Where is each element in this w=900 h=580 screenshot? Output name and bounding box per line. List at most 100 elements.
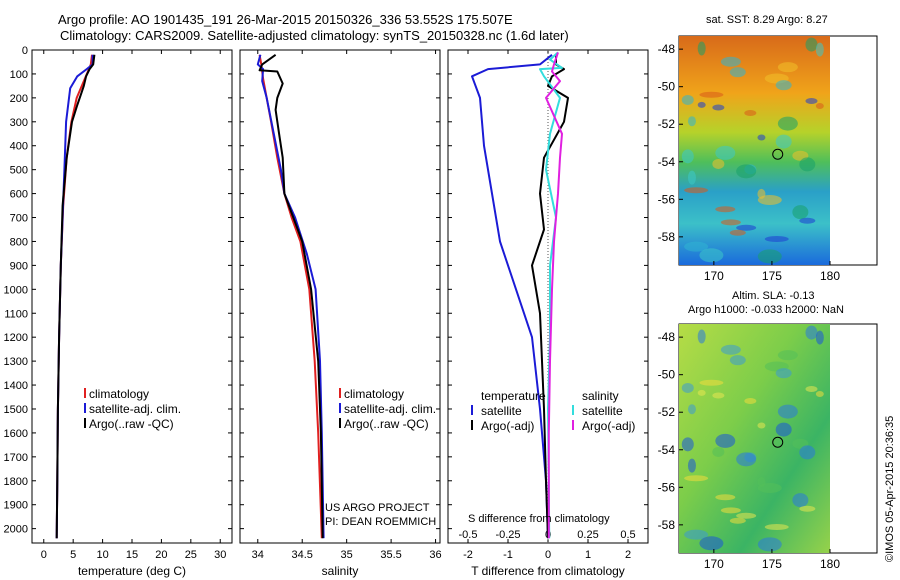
y-tick-label: 100 xyxy=(10,69,28,81)
map-patch xyxy=(715,433,736,448)
x-tick-label: 10 xyxy=(96,549,108,561)
map-patch xyxy=(720,344,741,355)
y-tick-label: -58 xyxy=(658,518,676,532)
series-line-0 xyxy=(471,54,553,539)
map-patch xyxy=(792,205,809,220)
x-tick-label: 5 xyxy=(70,549,76,561)
legend-label: satellite xyxy=(481,404,522,418)
map-patch xyxy=(736,164,757,179)
y-tick-label: -58 xyxy=(658,230,676,244)
profile-panel-0: 0 5 10 15 20 25 300100200300400500600700800900… xyxy=(4,45,233,578)
map-patch xyxy=(757,134,766,141)
map-patch xyxy=(681,437,694,452)
x-axis-label: T difference from climatology xyxy=(471,564,625,578)
x-tick-label: 180 xyxy=(820,269,840,283)
sst-map-title: sat. SST: 8.29 Argo: 8.27 xyxy=(706,14,828,26)
map-patch xyxy=(684,475,709,482)
legend-label: climatology xyxy=(89,387,149,401)
map-patch xyxy=(736,224,757,231)
map-patch xyxy=(815,103,824,110)
map-patch xyxy=(757,482,782,493)
x-tick-label: -1 xyxy=(503,549,513,561)
header-line2: Climatology: CARS2009. Satellite-adjuste… xyxy=(60,28,569,43)
legend-label: satellite-adj. clim. xyxy=(344,402,436,416)
map-patch xyxy=(687,170,696,185)
x-tick-label: 170 xyxy=(704,557,724,571)
y-tick-label: 400 xyxy=(10,141,28,153)
map-patch xyxy=(715,206,736,213)
y-tick-label: 200 xyxy=(10,93,28,105)
map-patch xyxy=(736,452,757,467)
map-patch xyxy=(712,158,725,169)
map-patch xyxy=(687,116,696,127)
map-field xyxy=(679,324,830,553)
x-tick-label: 30 xyxy=(214,549,226,561)
map-patch xyxy=(799,505,816,512)
legend-label: satellite-adj. clim. xyxy=(89,402,181,416)
series-line-2 xyxy=(258,53,324,539)
y-tick-label: 1500 xyxy=(4,404,28,416)
map-patch xyxy=(815,42,824,57)
sla-map-subtitle: Argo h1000: -0.033 h2000: NaN xyxy=(688,304,844,316)
series-line-2 xyxy=(55,54,96,539)
legend-label: climatology xyxy=(344,387,404,401)
map-patch xyxy=(777,62,798,73)
map-patch xyxy=(684,241,709,252)
map-patch xyxy=(744,109,757,116)
map-panel-1: 170 175 180 -48 -50 -52 -54 -56 -58 xyxy=(658,323,878,571)
y-tick-label: 1100 xyxy=(4,308,28,320)
y-tick-label: -54 xyxy=(658,443,676,457)
map-patch xyxy=(715,494,736,501)
y-tick-label: -48 xyxy=(658,330,676,344)
series-line-3 xyxy=(545,52,563,539)
y-tick-label: -52 xyxy=(658,117,676,131)
map-patch xyxy=(744,397,757,404)
map-patch xyxy=(681,94,694,105)
map-patch xyxy=(720,56,741,67)
map-patch xyxy=(757,422,766,429)
map-patch xyxy=(712,446,725,457)
s-tick-label: 0.25 xyxy=(577,529,598,541)
profile-panel-2: -2 -1 0 1 2T difference from climatology -0.5… xyxy=(447,49,649,578)
map-patch xyxy=(681,149,694,164)
legend-title-salinity: salinity xyxy=(582,389,619,403)
map-patch xyxy=(684,187,709,194)
map-patch xyxy=(699,379,724,386)
x-tick-label: 170 xyxy=(704,269,724,283)
map-patch xyxy=(684,529,709,540)
y-tick-label: 1800 xyxy=(4,476,28,488)
map-patch xyxy=(687,458,696,473)
map-patch xyxy=(736,512,757,519)
y-tick-label: 600 xyxy=(10,189,28,201)
sla-map-title: Altim. SLA: -0.13 xyxy=(732,290,815,302)
s-tick-label: -0.5 xyxy=(459,529,478,541)
x-tick-label: 175 xyxy=(762,557,782,571)
y-tick-label: 900 xyxy=(10,260,28,272)
map-patch xyxy=(720,507,741,514)
map-patch xyxy=(729,67,746,78)
y-tick-label: 1400 xyxy=(4,380,28,392)
map-patch xyxy=(699,536,724,551)
map-patch xyxy=(699,248,724,263)
y-tick-label: 1200 xyxy=(4,332,28,344)
map-patch xyxy=(799,445,816,460)
plot-frame xyxy=(31,49,233,544)
x-tick-label: 34.5 xyxy=(292,549,313,561)
map-patch xyxy=(799,157,816,172)
y-tick-label: -54 xyxy=(658,155,676,169)
annotation-pi: PI: DEAN ROEMMICH xyxy=(325,516,437,528)
x-tick-label: 25 xyxy=(185,549,197,561)
legend-label: Argo(..raw -QC) xyxy=(344,417,429,431)
header-line1: Argo profile: AO 1901435_191 26-Mar-2015… xyxy=(58,12,513,27)
legend-label: Argo(-adj) xyxy=(481,419,534,433)
y-tick-label: -50 xyxy=(658,80,676,94)
legend-label: satellite xyxy=(582,404,623,418)
map-patch xyxy=(699,91,724,98)
map-patch xyxy=(775,368,792,379)
imos-timestamp: ©IMOS 05-Apr-2015 20:36:35 xyxy=(884,415,896,562)
y-tick-label: 1300 xyxy=(4,356,28,368)
y-tick-label: 1600 xyxy=(4,428,28,440)
map-patch xyxy=(757,194,782,205)
s-tick-label: -0.25 xyxy=(495,529,520,541)
